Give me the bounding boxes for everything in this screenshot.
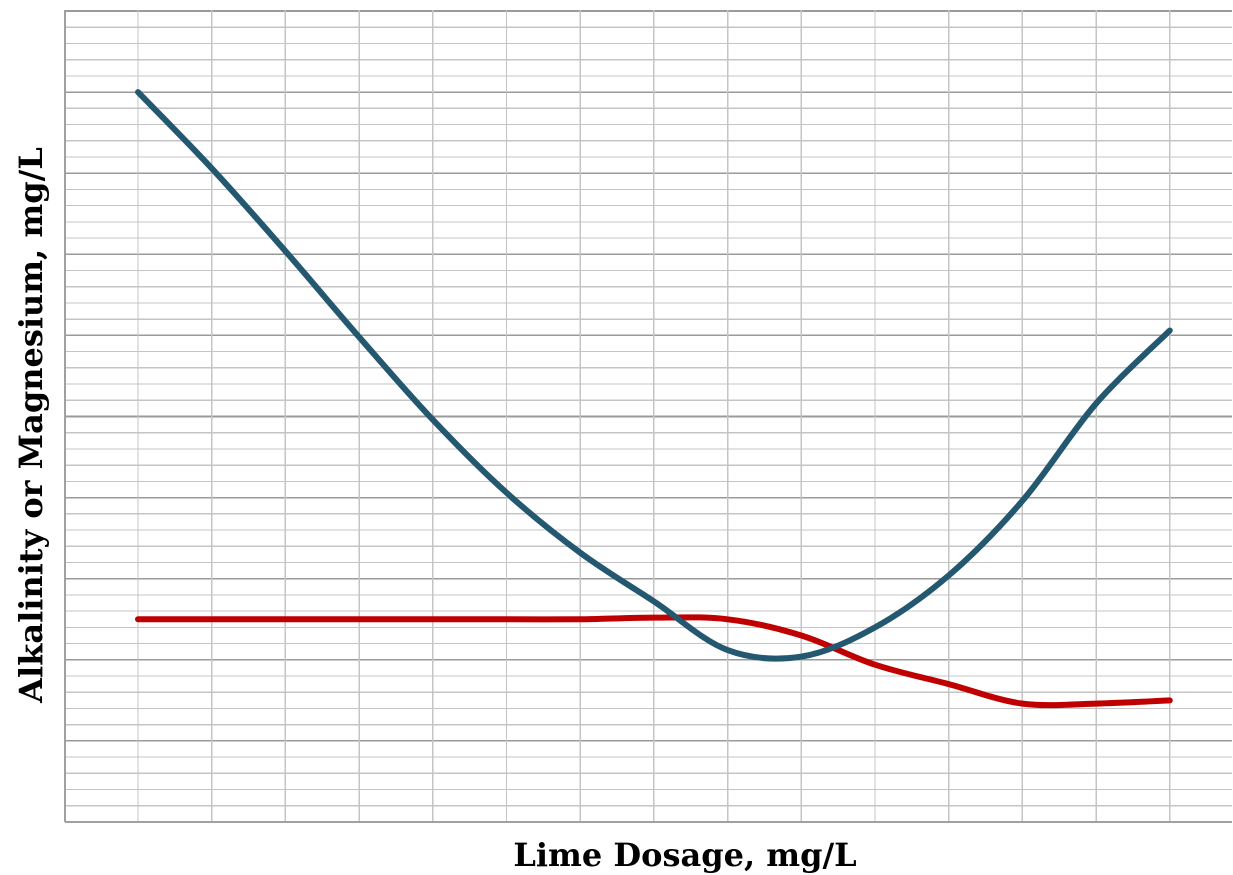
y-axis-title: Alkalinity or Magnesium, mg/L bbox=[12, 147, 50, 704]
chart-axes bbox=[64, 10, 1232, 823]
series-line-1 bbox=[135, 89, 1173, 662]
chart-series bbox=[135, 89, 1173, 709]
x-axis-title: Lime Dosage, mg/L bbox=[513, 836, 856, 874]
chart-grid bbox=[65, 10, 1232, 823]
series-line-2 bbox=[135, 614, 1173, 709]
